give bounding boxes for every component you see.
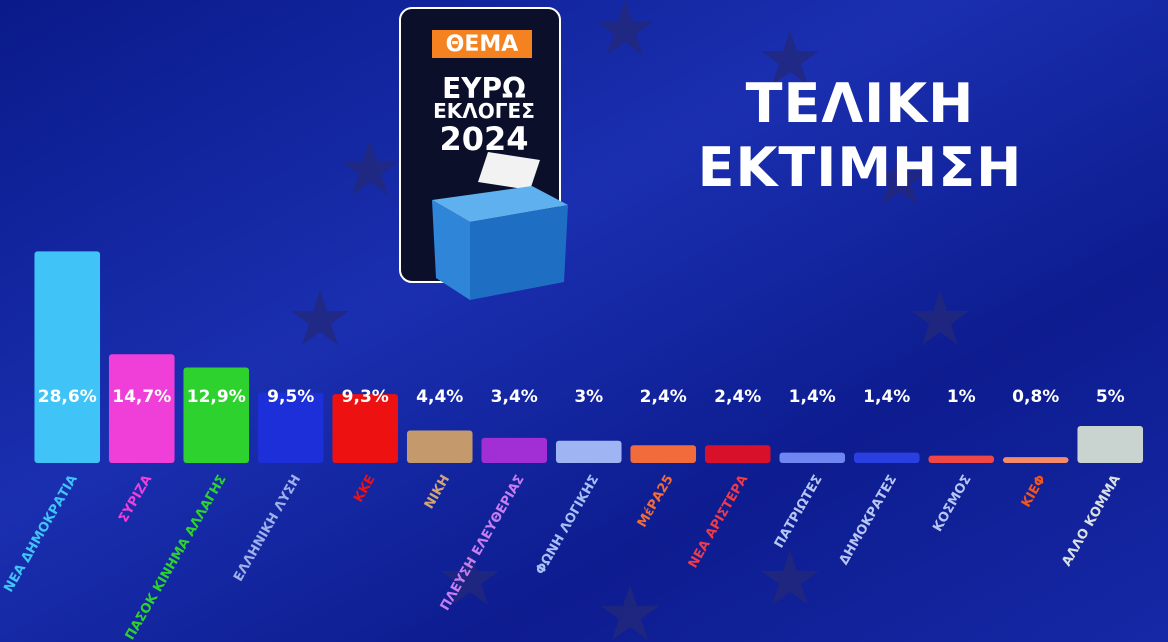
bar [332,394,399,463]
bar [853,452,920,463]
value-label: 28,6% [38,387,97,407]
value-label: 2,4% [640,387,687,407]
value-label: 3,4% [491,387,538,407]
bar [34,251,101,463]
bar [257,392,324,463]
value-label: 3% [574,387,603,407]
bar [406,430,473,463]
bar [183,367,250,463]
ballot-box-side [432,200,470,300]
bar [1077,426,1144,463]
logo-year: 2024 [439,120,528,158]
logo-brand-box [432,30,532,58]
logo-brand: ΘΕΜΑ [446,32,519,57]
bar [481,437,548,463]
bar [630,445,697,463]
value-label: 9,3% [342,387,389,407]
logo-line: ΕΥΡΩ [442,72,526,105]
value-label: 0,8% [1012,387,1059,407]
value-label: 5% [1096,387,1125,407]
ballot-box-front [470,205,568,300]
value-label: 1,4% [789,387,836,407]
value-label: 12,9% [187,387,246,407]
bar [1002,457,1069,463]
value-label: 9,5% [267,387,314,407]
bar [704,445,771,463]
bar [555,440,622,463]
ballot [478,152,540,190]
bar [108,354,175,463]
value-label: 1,4% [863,387,910,407]
bar [928,455,995,463]
value-label: 2,4% [714,387,761,407]
bar [779,452,846,463]
value-label: 1% [947,387,976,407]
chart-title: ΤΕΛΙΚΗ ΕΚΤΙΜΗΣΗ [697,72,1023,199]
logo-line: ΕΚΛΟΓΕΣ [433,99,535,123]
value-label: 14,7% [112,387,171,407]
value-label: 4,4% [416,387,463,407]
ballot-box-top [432,186,568,222]
logo: ΘΕΜΑ ΕΥΡΩ ΕΚΛΟΓΕΣ 2024 [399,7,568,300]
